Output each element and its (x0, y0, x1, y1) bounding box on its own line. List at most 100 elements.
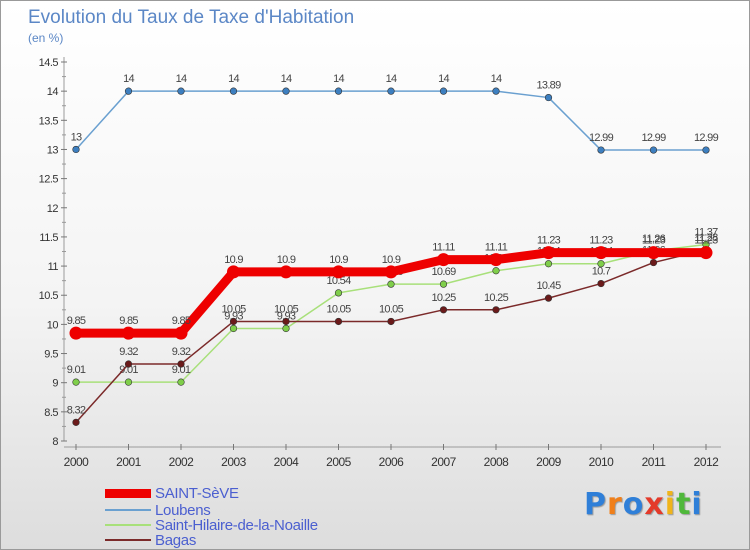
y-tick-label: 9.5 (44, 349, 58, 361)
series-saint-hilaire-de-la-noaille-point (334, 289, 343, 297)
series-saint-s-ve-data-label: 9.85 (119, 315, 138, 327)
y-tick-label: 10.5 (39, 290, 59, 302)
series-loubens-data-label: 14 (281, 73, 292, 85)
y-tick-label: 11 (48, 261, 59, 273)
x-tick-label: 2004 (274, 455, 300, 469)
series-bagas-point (544, 294, 553, 302)
series-saint-hilaire-de-la-noaille-data-label: 9.93 (224, 310, 243, 322)
proxiti-logo: Proxiti (584, 487, 703, 522)
series-saint-hilaire-de-la-noaille-point (177, 378, 185, 386)
y-tick-label: 10 (47, 319, 59, 331)
series-loubens-data-label: 12.99 (589, 132, 614, 144)
series-bagas-point (492, 306, 500, 314)
series-loubens-data-label: 14 (491, 73, 502, 85)
x-tick-label: 2011 (642, 455, 667, 469)
series-saint-s-ve-data-label: 11.11 (485, 242, 508, 254)
legend-swatch (105, 539, 151, 541)
series-loubens-point (72, 145, 80, 154)
series-saint-s-ve-point (594, 246, 608, 260)
series-bagas-data-label: 9.32 (119, 346, 138, 358)
series-loubens-point (544, 93, 553, 102)
series-saint-hilaire-de-la-noaille-point (597, 260, 605, 268)
series-saint-hilaire-de-la-noaille-point (492, 267, 500, 275)
series-saint-s-ve-data-label: 10.9 (382, 254, 401, 266)
legend-swatch (105, 524, 151, 526)
y-tick-label: 13.5 (39, 115, 59, 127)
series-saint-s-ve-point (489, 253, 503, 267)
series-saint-hilaire-de-la-noaille-point (124, 378, 133, 386)
series-saint-hilaire-de-la-noaille-point (387, 280, 395, 288)
x-tick-label: 2010 (589, 455, 615, 469)
series-saint-s-ve-data-label: 11.23 (642, 235, 666, 247)
series-saint-s-ve-data-label: 11.23 (589, 235, 613, 247)
x-tick-label: 2012 (694, 455, 720, 469)
y-tick-label: 12 (47, 203, 59, 215)
x-tick-label: 2001 (116, 455, 142, 469)
y-tick-label: 8.5 (44, 407, 58, 419)
series-saint-s-ve-data-label: 9.85 (172, 315, 191, 327)
logo-letter: o (622, 487, 645, 522)
legend-label: Saint-Hilaire-de-la-Noaille (155, 516, 318, 534)
series-bagas-point (282, 317, 290, 326)
series-saint-hilaire-de-la-noaille-point (229, 324, 238, 333)
logo-letter: r (607, 487, 623, 522)
series-loubens-point (439, 87, 448, 95)
series-saint-s-ve-data-label: 9.85 (67, 315, 86, 327)
y-tick-label: 14 (47, 86, 59, 98)
series-loubens-data-label: 14 (228, 73, 239, 85)
series-bagas-point (597, 279, 605, 288)
y-tick-label: 13 (47, 144, 59, 156)
series-loubens-data-label: 14 (176, 73, 187, 85)
logo-letter: t (676, 487, 692, 522)
y-tick-label: 12.5 (39, 174, 59, 186)
x-tick-label: 2006 (379, 455, 405, 469)
series-loubens-point (177, 87, 185, 95)
series-loubens-point (702, 146, 710, 154)
series-saint-hilaire-de-la-noaille-data-label: 10.54 (326, 275, 351, 287)
series-saint-s-ve-point (122, 326, 135, 340)
series-saint-s-ve-point (69, 326, 83, 340)
series-bagas-point (177, 360, 185, 368)
series-loubens-point (282, 87, 290, 95)
series-saint-hilaire-de-la-noaille-data-label: 11.26 (642, 233, 666, 245)
series-saint-s-ve-data-label: 10.9 (277, 254, 296, 266)
series-bagas-data-label: 10.05 (326, 303, 351, 315)
series-loubens-data-label: 14 (438, 73, 449, 85)
legend-item: Saint-Hilaire-de-la-Noaille (105, 516, 318, 534)
y-tick-label: 8 (52, 436, 58, 448)
series-saint-s-ve-point (227, 265, 240, 279)
series-bagas-point (124, 360, 133, 368)
y-tick-label: 14.5 (39, 57, 59, 69)
series-saint-hilaire-de-la-noaille-data-label: 9.01 (67, 364, 86, 376)
series-loubens-point (229, 87, 238, 95)
series-bagas-data-label: 10.45 (536, 280, 561, 292)
y-tick-label: 9 (52, 378, 58, 390)
series-loubens-data-label: 13 (71, 131, 82, 143)
series-saint-s-ve-point (279, 265, 293, 279)
series-bagas-data-label: 11.28 (694, 232, 718, 244)
series-loubens-point (124, 87, 133, 95)
series-saint-s-ve-point (174, 326, 188, 340)
legend-item: SAINT-SèVE (105, 484, 239, 502)
series-bagas-point (334, 317, 343, 326)
series-saint-s-ve-data-label: 11.23 (694, 235, 718, 247)
series-loubens-point (492, 87, 500, 95)
logo-letter: i (691, 487, 703, 522)
x-tick-label: 2002 (169, 455, 195, 469)
series-bagas-point (439, 306, 448, 314)
series-bagas-data-label: 10.05 (221, 303, 246, 315)
series-bagas-data-label: 10.05 (379, 303, 404, 315)
series-bagas-point (229, 317, 238, 326)
series-loubens-data-label: 14 (333, 73, 344, 85)
legend-item: Bagas (105, 532, 196, 549)
legend-label: SAINT-SèVE (155, 484, 239, 502)
x-tick-label: 2007 (431, 455, 457, 469)
legend-item: Loubens (105, 502, 211, 519)
series-saint-hilaire-de-la-noaille-data-label: 9.01 (119, 364, 138, 376)
unit-label: (en %) (28, 31, 64, 45)
legend-swatch (105, 509, 151, 511)
series-saint-hilaire-de-la-noaille-data-label: 9.01 (172, 364, 191, 376)
series-loubens-data-label: 12.99 (641, 132, 666, 144)
